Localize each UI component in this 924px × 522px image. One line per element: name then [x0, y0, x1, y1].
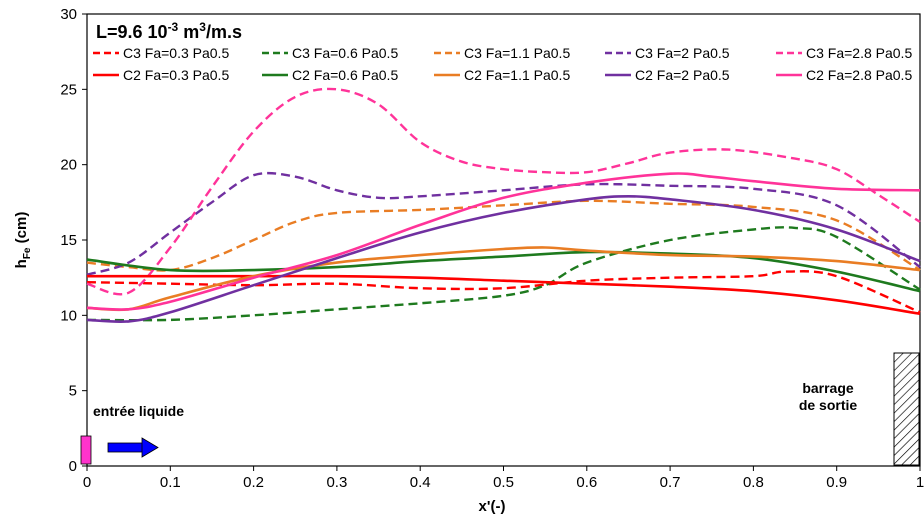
legend-entry: C2 Fa=0.3 Pa0.5	[123, 67, 229, 83]
y-tick-label: 10	[60, 307, 77, 324]
series-layer	[86, 87, 921, 323]
flow-arrow-icon	[107, 437, 159, 458]
series-line-c2-fa-0-3-pa0-5	[86, 274, 921, 316]
outlet-label-line1: barrage	[802, 380, 854, 396]
legend-entry: C3 Fa=1.1 Pa0.5	[464, 45, 570, 61]
inlet-label: entrée liquide	[93, 403, 184, 419]
y-tick-label: 20	[60, 157, 77, 174]
series-line-c2-fa-0-6-pa0-5	[86, 250, 921, 293]
outlet-weir	[893, 352, 920, 466]
x-tick-label: 0.3	[326, 474, 347, 491]
y-tick-label: 30	[60, 6, 77, 23]
outlet-label-line2: de sortie	[799, 397, 858, 413]
x-tick-label: 0.9	[826, 474, 847, 491]
series-line-c3-fa-2-8-pa0-5	[86, 87, 921, 296]
x-tick-label: 0.2	[243, 474, 264, 491]
y-tick-label: 0	[69, 458, 77, 475]
series-line-c2-fa-2-8-pa0-5	[86, 172, 921, 311]
legend-entry: C3 Fa=2 Pa0.5	[635, 45, 730, 61]
series-line-c3-fa-2-pa0-5	[86, 171, 921, 276]
series-line-c2-fa-2-pa0-5	[86, 194, 921, 323]
liquid-inlet-marker	[80, 435, 92, 465]
x-tick-label: 0.4	[410, 474, 431, 491]
legend-entry: C3 Fa=0.6 Pa0.5	[292, 45, 398, 61]
legend: C3 Fa=0.3 Pa0.5 C3 Fa=0.6 Pa0.5 C3 Fa=1.1 …	[93, 45, 912, 83]
legend-entry: C3 Fa=2.8 Pa0.5	[806, 45, 912, 61]
x-tick-label: 0.6	[576, 474, 597, 491]
series-line-c2-fa-1-1-pa0-5	[86, 246, 921, 312]
y-axis-label: hFe (cm)	[13, 212, 33, 269]
series-line-c3-fa-0-3-pa0-5	[86, 270, 921, 314]
x-tick-label: 0.7	[660, 474, 681, 491]
chart-title: L=9.6 10-3 m3/m.s	[96, 20, 242, 42]
legend-entry: C2 Fa=0.6 Pa0.5	[292, 67, 398, 83]
y-axis-ticks: 0 5 10 15 20 25 30	[60, 6, 87, 475]
x-tick-label: 1	[916, 474, 924, 491]
y-tick-label: 25	[60, 81, 77, 98]
legend-entry: C2 Fa=2.8 Pa0.5	[806, 67, 912, 83]
legend-entry: C2 Fa=2 Pa0.5	[635, 67, 730, 83]
x-tick-label: 0.1	[160, 474, 181, 491]
y-tick-label: 15	[60, 232, 77, 249]
legend-entry: C3 Fa=0.3 Pa0.5	[123, 45, 229, 61]
series-line-c3-fa-0-6-pa0-5	[86, 226, 921, 322]
legend-entry: C2 Fa=1.1 Pa0.5	[464, 67, 570, 83]
y-tick-label: 5	[69, 383, 77, 400]
x-tick-label: 0.5	[493, 474, 514, 491]
series-line-c3-fa-1-1-pa0-5	[86, 199, 921, 272]
x-axis-ticks: 0 0.1 0.2 0.3 0.4 0.5 0.6 0.7 0.8 0.9 1	[83, 466, 924, 491]
x-tick-label: 0	[83, 474, 91, 491]
x-tick-label: 0.8	[743, 474, 764, 491]
x-axis-label: x'(-)	[479, 498, 506, 515]
plot-frame	[86, 13, 921, 467]
